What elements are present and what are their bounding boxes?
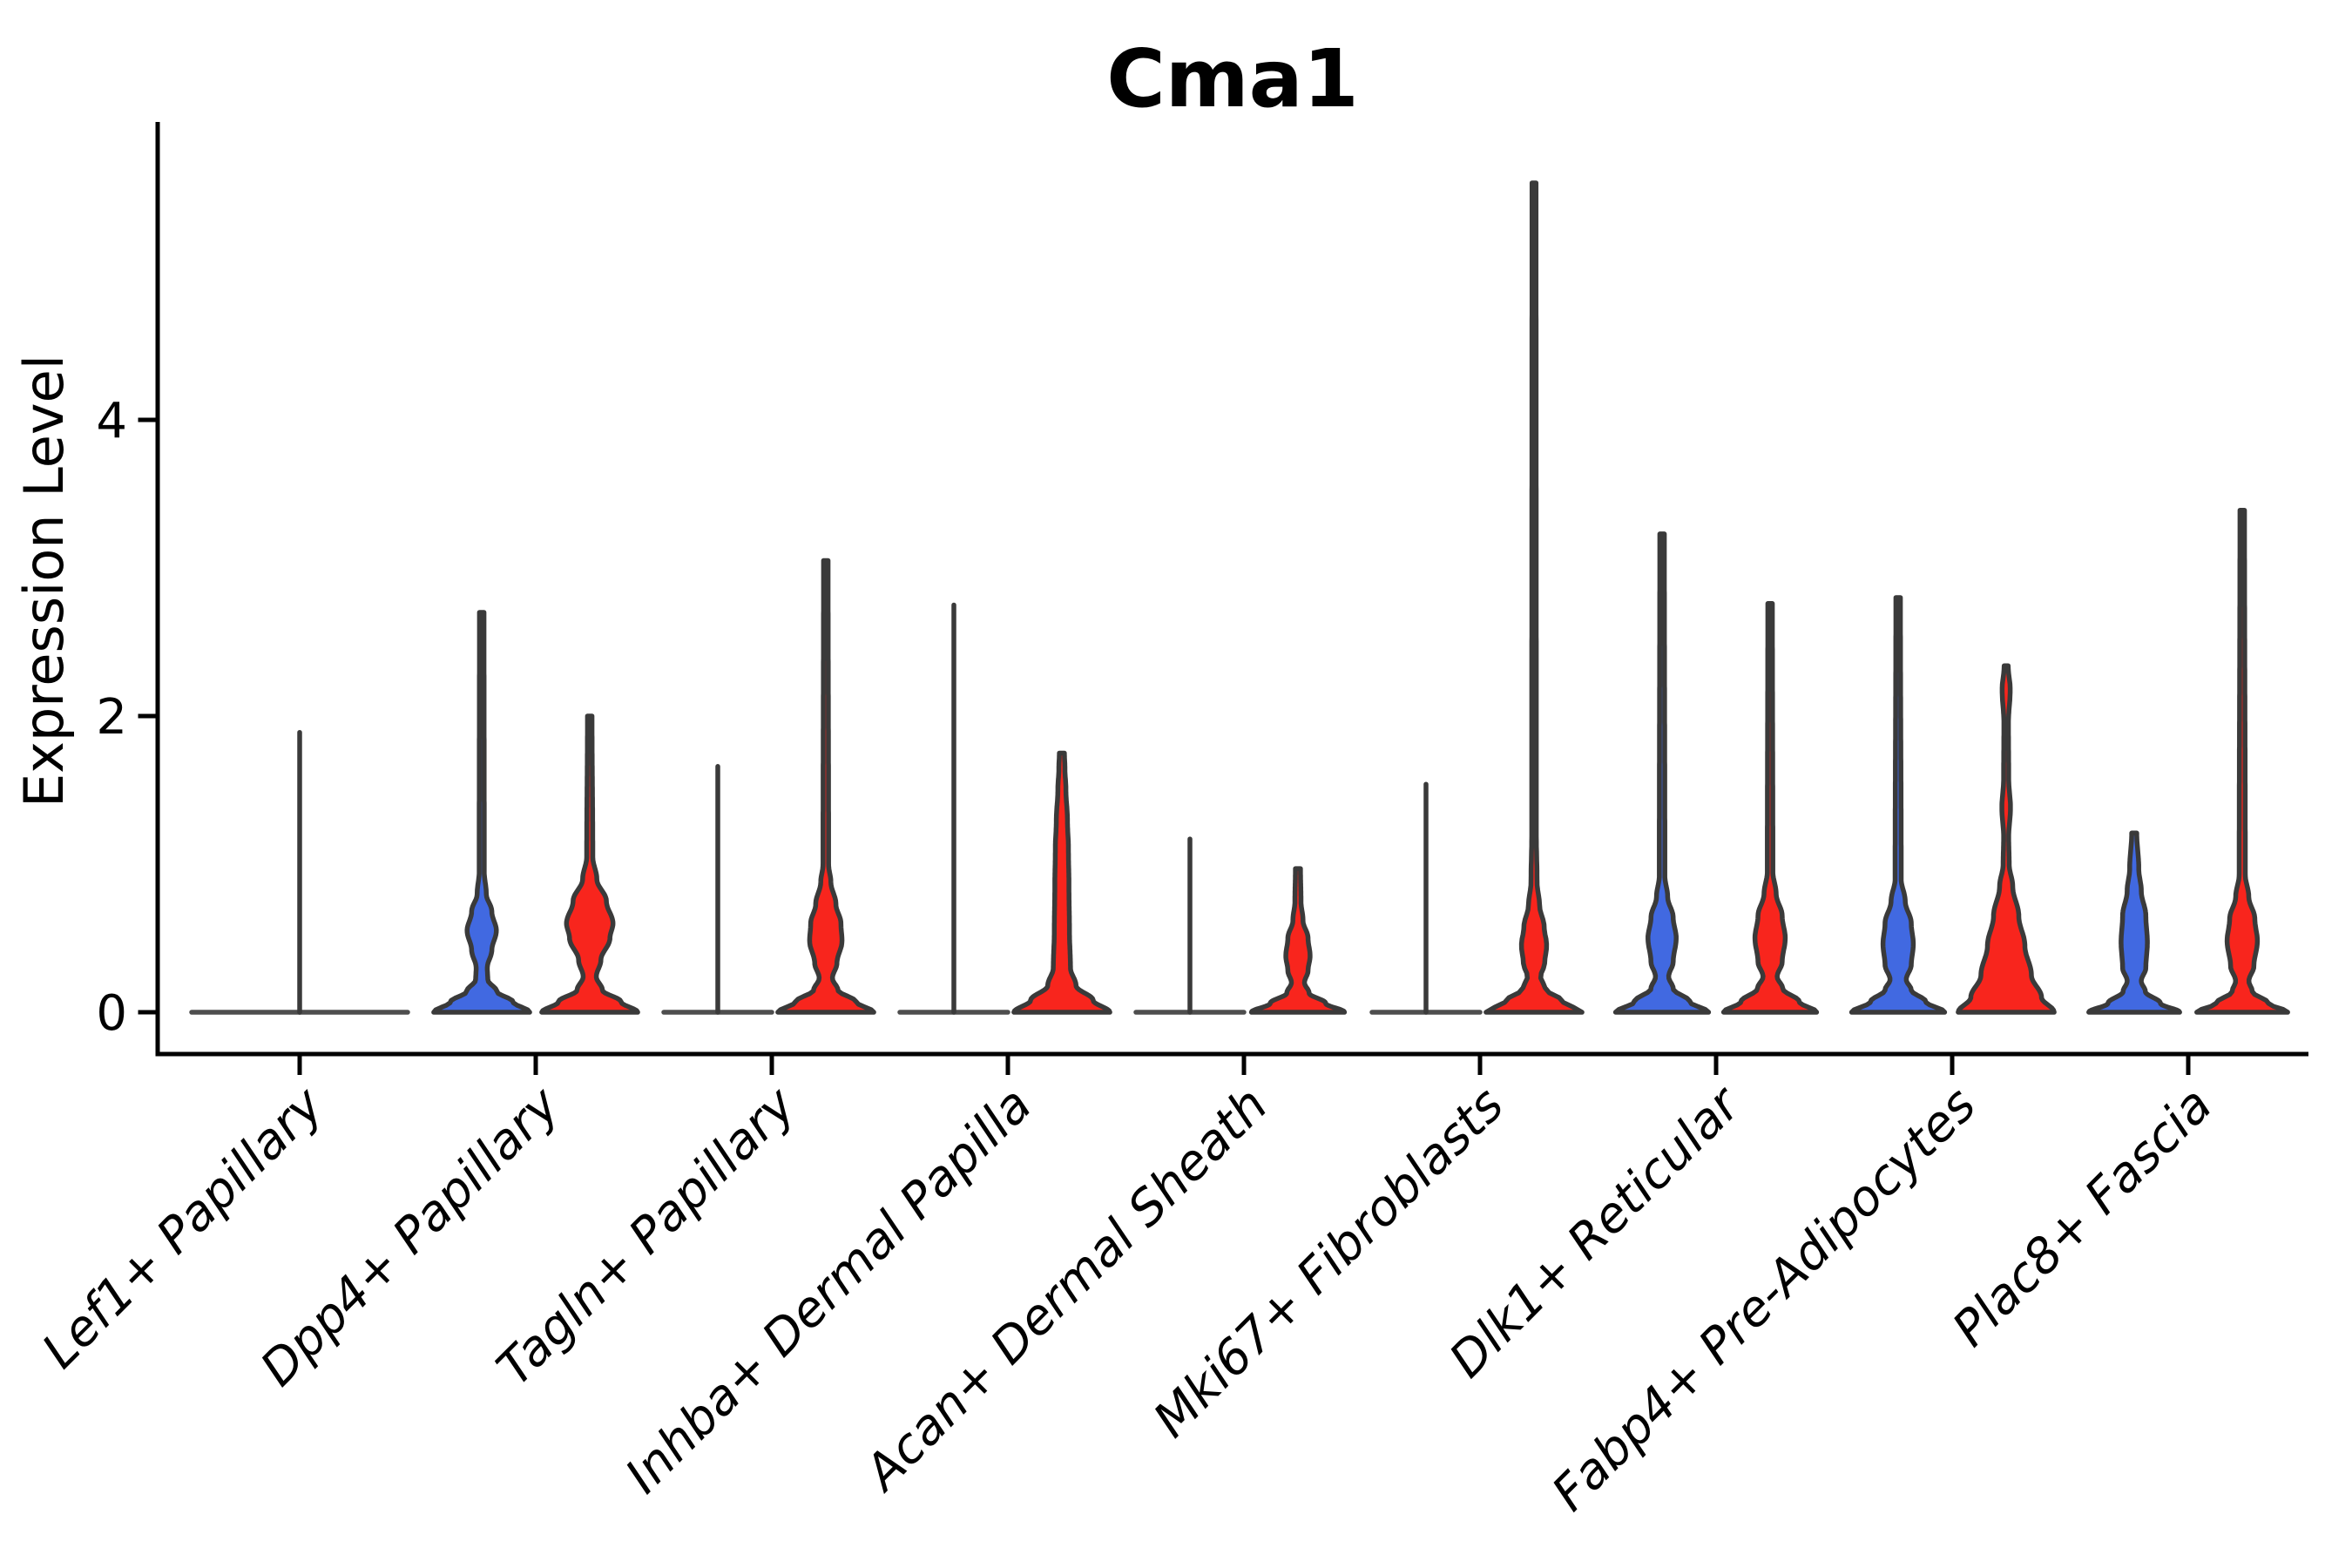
violin-group-5 [1133, 836, 1348, 1015]
y-tick-label: 0 [96, 985, 127, 1042]
red-violin-body [1956, 663, 2057, 1015]
violin-group-8 [1848, 595, 2057, 1015]
violin-group-7 [1612, 531, 1820, 1015]
red-violin-body [1720, 601, 1820, 1015]
blue-violin-body [1612, 531, 1712, 1015]
blue-violin-body [2086, 830, 2182, 1015]
violin-group-3 [661, 558, 876, 1015]
red-violin-body [1011, 750, 1112, 1015]
red-violin-body [1248, 866, 1348, 1015]
violin-layer [189, 180, 2290, 1015]
violin-group-2 [431, 610, 640, 1015]
violin-group-4 [897, 602, 1112, 1015]
violin-group-9 [2086, 507, 2290, 1015]
y-tick-label: 4 [96, 393, 127, 449]
violin-group-1 [189, 729, 410, 1015]
y-tick-label: 2 [96, 689, 127, 746]
red-violin-body [539, 713, 640, 1015]
red-violin-body [775, 558, 876, 1015]
blue-violin-body [431, 610, 532, 1015]
chart-title: Cma1 [1106, 32, 1358, 125]
blue-violin-body [1848, 595, 1948, 1015]
y-axis-label: Expression Level [12, 355, 76, 808]
violin-group-6 [1369, 180, 1585, 1015]
y-ticks: 0 2 4 [96, 393, 156, 1042]
red-violin-body [1484, 180, 1585, 1015]
red-violin-body [2194, 507, 2290, 1015]
